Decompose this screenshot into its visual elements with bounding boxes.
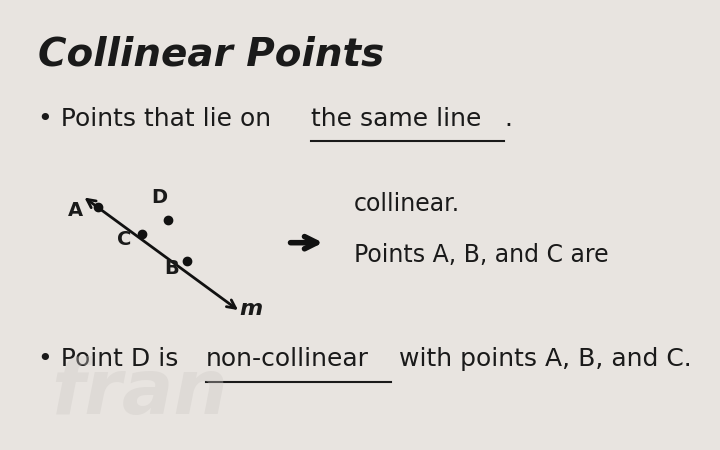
Text: Collinear Points: Collinear Points <box>38 36 384 74</box>
Text: non-collinear: non-collinear <box>206 347 369 371</box>
Text: B: B <box>164 259 179 278</box>
Text: with points A, B, and C.: with points A, B, and C. <box>391 347 692 371</box>
Text: m: m <box>239 299 262 319</box>
Text: Points A, B, and C are: Points A, B, and C are <box>354 243 609 267</box>
Text: .: . <box>504 107 513 131</box>
Text: C: C <box>117 230 131 249</box>
Text: collinear.: collinear. <box>354 192 460 216</box>
Text: A: A <box>68 201 84 220</box>
Text: • Points that lie on: • Points that lie on <box>38 107 279 131</box>
Text: D: D <box>151 188 168 207</box>
Text: • Point D is: • Point D is <box>38 347 186 371</box>
Text: fran: fran <box>50 356 228 430</box>
Text: the same line: the same line <box>311 107 482 131</box>
